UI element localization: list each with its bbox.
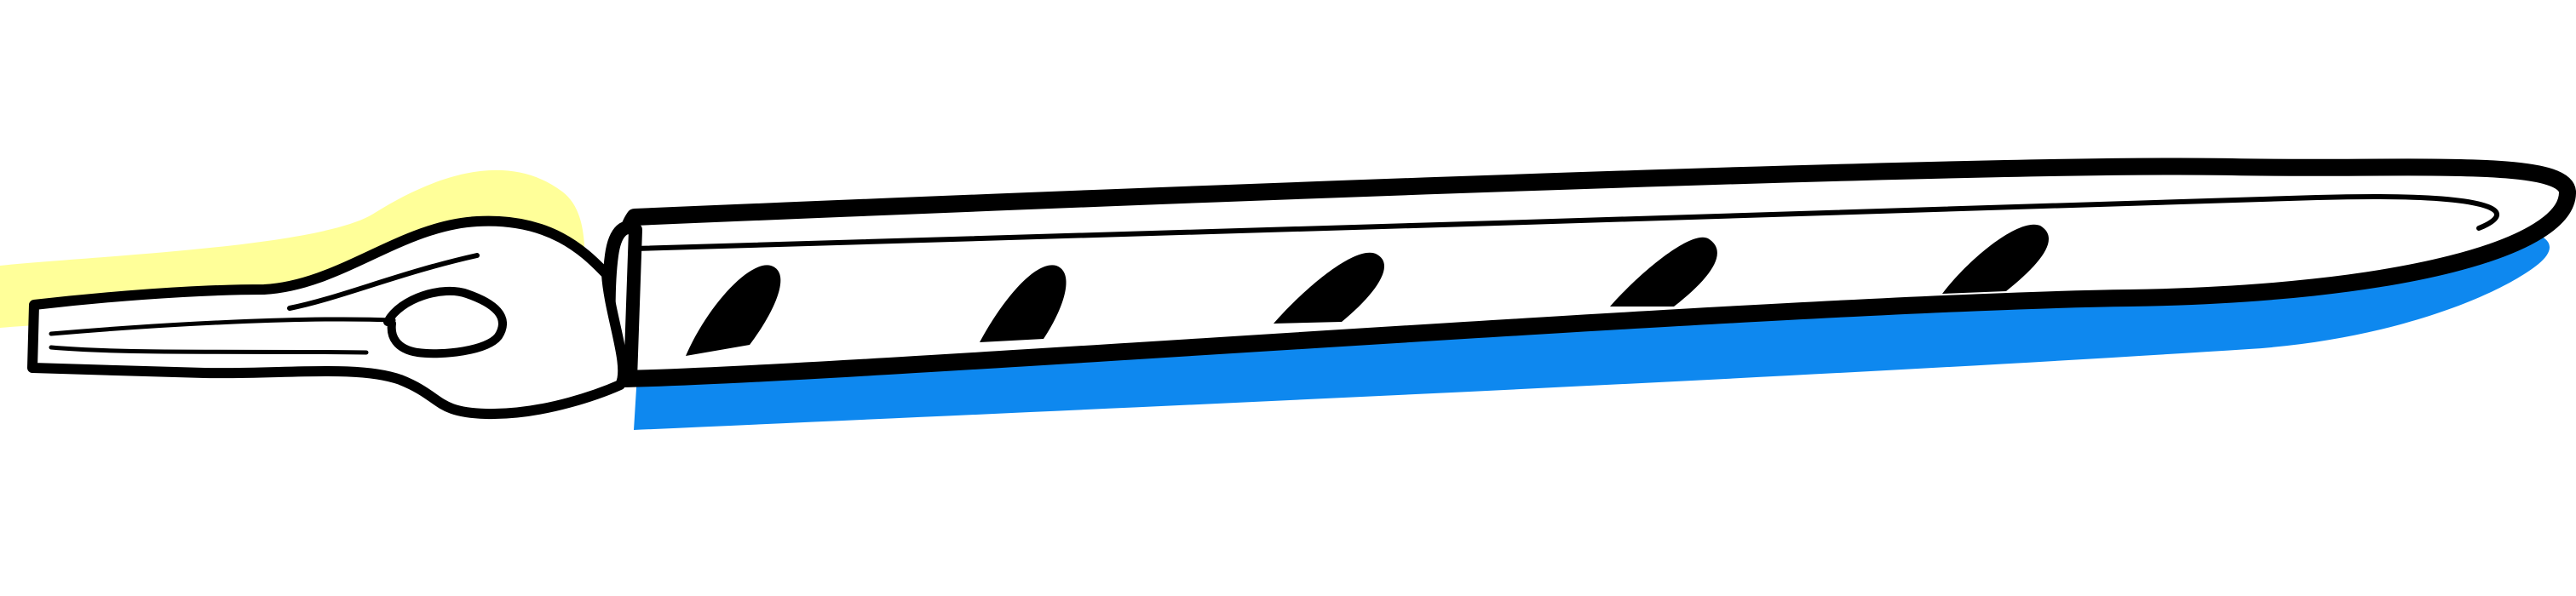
bristle-line-upper-shape xyxy=(49,317,396,336)
handle-stripe-shape xyxy=(1942,224,2050,294)
bristle-curve-shape xyxy=(287,253,480,311)
handle-stripes-group xyxy=(686,224,2050,356)
brush-handle-shape xyxy=(606,158,2576,387)
handle-stripe-shape xyxy=(1610,237,1717,307)
handle-stripe-shape xyxy=(686,265,781,356)
brush-curl-shape xyxy=(383,286,507,358)
handle-stripe-shape xyxy=(980,265,1067,342)
bristle-line-lower-shape xyxy=(49,345,369,355)
handle-highlight-shape xyxy=(632,193,2499,251)
handle-stripe-shape xyxy=(1274,252,1385,324)
